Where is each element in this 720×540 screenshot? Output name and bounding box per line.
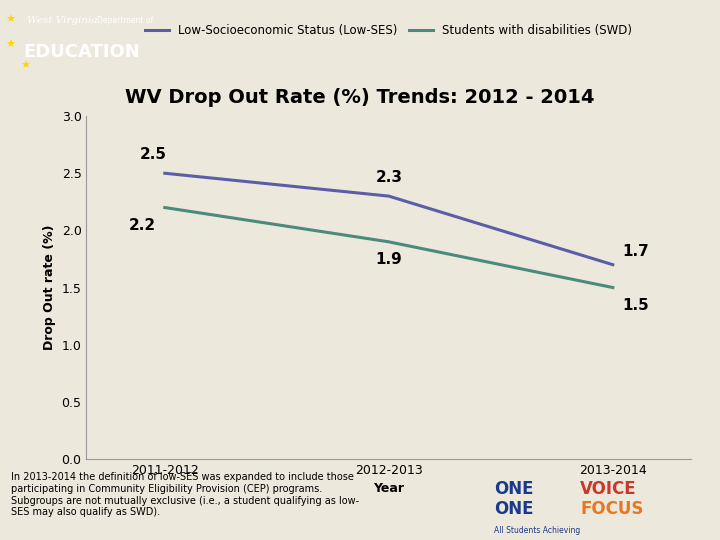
Y-axis label: Drop Out rate (%): Drop Out rate (%) [43, 225, 56, 350]
Text: ★: ★ [6, 16, 16, 25]
Text: Department of: Department of [97, 16, 153, 25]
Text: West Virginia: West Virginia [27, 16, 98, 25]
Text: EDUCATION: EDUCATION [23, 44, 140, 62]
Text: ONE: ONE [494, 500, 534, 518]
Text: ONE: ONE [494, 480, 534, 497]
Text: ★: ★ [6, 40, 16, 50]
Legend: Low-Socioeconomic Status (Low-SES), Students with disabilities (SWD): Low-Socioeconomic Status (Low-SES), Stud… [140, 19, 637, 42]
Text: WV Drop Out Rate (%) Trends: 2012 - 2014: WV Drop Out Rate (%) Trends: 2012 - 2014 [125, 87, 595, 107]
Text: FOCUS: FOCUS [580, 500, 644, 518]
Text: 2.5: 2.5 [140, 147, 167, 162]
Text: VOICE: VOICE [580, 480, 637, 497]
Text: All Students Achieving: All Students Achieving [494, 525, 580, 535]
Text: 1.9: 1.9 [375, 252, 402, 267]
Text: ★: ★ [20, 60, 30, 71]
X-axis label: Year: Year [373, 482, 405, 495]
Text: 2.3: 2.3 [375, 170, 402, 185]
Text: 1.5: 1.5 [622, 298, 649, 313]
Text: In 2013-2014 the definition of low-SES was expanded to include those
participati: In 2013-2014 the definition of low-SES w… [11, 472, 359, 517]
Text: 2.2: 2.2 [129, 218, 156, 233]
Text: 1.7: 1.7 [622, 244, 649, 259]
